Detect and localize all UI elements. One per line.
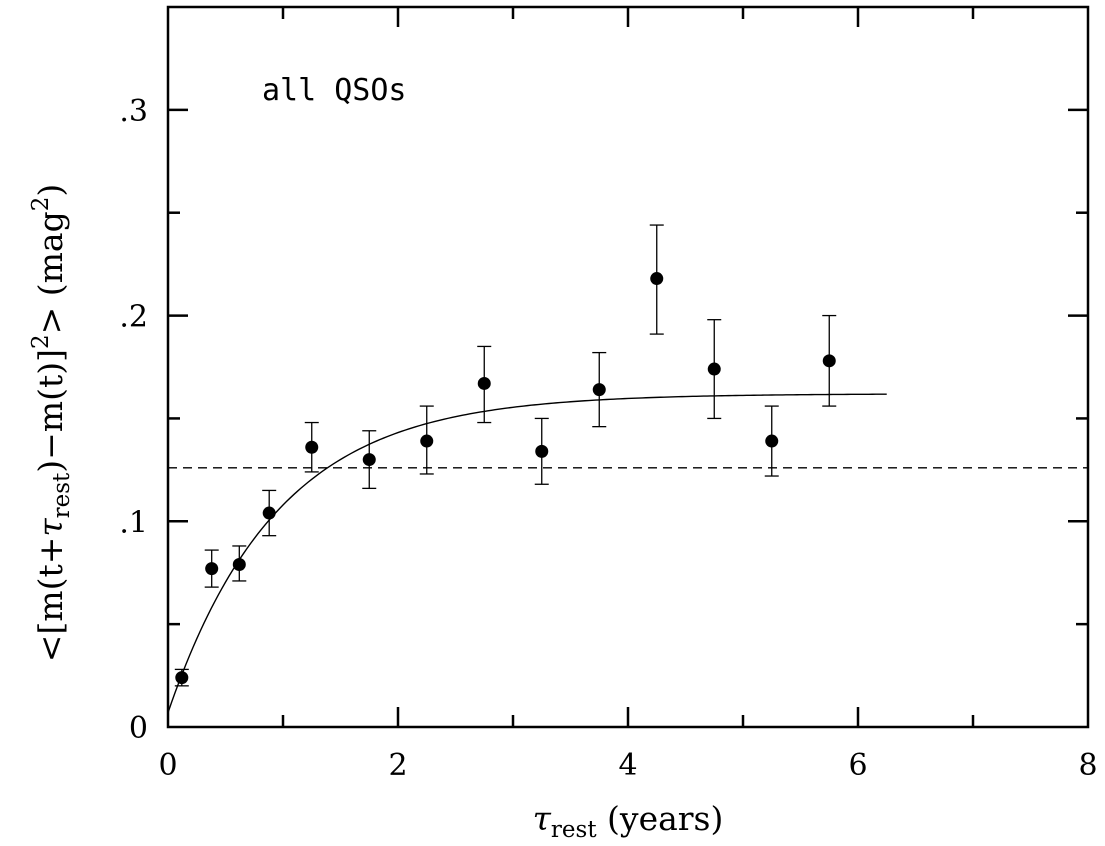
y-axis-label: <[m(t+τrest)−m(t)]2> (mag2)	[28, 184, 75, 663]
data-point	[205, 562, 219, 576]
y-axis-label-superscript: 2	[28, 334, 54, 349]
data-point	[535, 444, 549, 458]
data-point	[707, 362, 721, 376]
tick-labels: 0 2 4 6 8 0 .1 .2 .3	[119, 94, 1097, 783]
data-point	[175, 671, 189, 685]
x-axis-label-symbol: τ	[533, 799, 552, 838]
y-axis-label-close: > (mag	[31, 211, 70, 334]
y-axis-label-subscript: rest	[49, 472, 75, 518]
data-point	[650, 272, 664, 286]
x-tick-label: 2	[388, 748, 407, 783]
y-axis-label-superscript-2: 2	[28, 197, 54, 212]
x-tick-label: 8	[1078, 748, 1097, 783]
x-tick-label: 6	[848, 748, 867, 783]
y-axis-label-end: )	[31, 184, 70, 197]
y-axis-label-mid: )−m(t)]	[31, 349, 70, 473]
data-point	[420, 434, 434, 448]
x-tick-label: 0	[158, 748, 177, 783]
fit-curve-path	[167, 393, 887, 713]
data-points	[174, 224, 837, 687]
data-point	[232, 557, 246, 571]
data-point	[477, 376, 491, 390]
data-point	[592, 383, 606, 397]
data-point	[262, 506, 276, 520]
axis-ticks	[168, 7, 1088, 727]
y-tick-label: .3	[119, 94, 148, 129]
y-tick-label: .2	[119, 300, 148, 335]
y-axis-label-open: <[m(t+	[31, 537, 70, 663]
data-point	[362, 453, 376, 467]
data-point	[305, 440, 319, 454]
fit-curve	[167, 393, 887, 713]
annotation-all-qsos: all QSOs	[262, 73, 407, 108]
data-point	[765, 434, 779, 448]
data-point	[822, 354, 836, 368]
x-axis-label-subscript: rest	[551, 817, 597, 843]
x-tick-label: 4	[618, 748, 637, 783]
y-tick-label: .1	[119, 505, 148, 540]
y-tick-label: 0	[129, 711, 148, 746]
x-axis-label-text: (years)	[597, 799, 724, 838]
x-axis-label: τrest (years)	[533, 799, 724, 843]
y-axis-label-symbol: τ	[31, 518, 70, 537]
plot-frame	[166, 5, 1090, 729]
